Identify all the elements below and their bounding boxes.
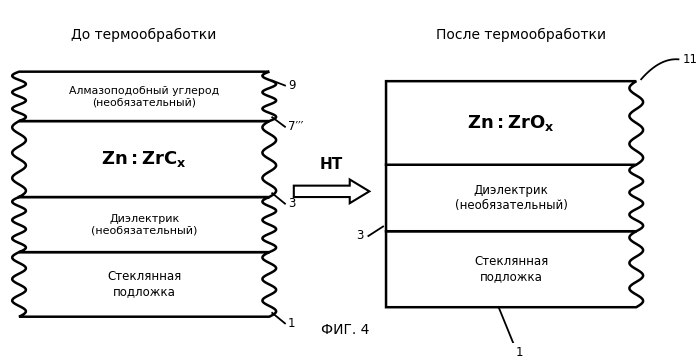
PathPatch shape: [294, 180, 370, 203]
Text: НТ: НТ: [320, 157, 343, 172]
PathPatch shape: [386, 81, 643, 165]
Text: 1: 1: [515, 346, 523, 359]
PathPatch shape: [12, 72, 276, 121]
PathPatch shape: [386, 165, 643, 231]
Text: 3: 3: [356, 229, 363, 242]
Text: 7′′′: 7′′′: [288, 120, 303, 133]
PathPatch shape: [12, 121, 276, 197]
PathPatch shape: [12, 197, 276, 252]
Text: 3: 3: [288, 197, 295, 210]
Text: $\mathbf{Zn{:}ZrC_x}$: $\mathbf{Zn{:}ZrC_x}$: [102, 149, 187, 169]
Text: Диэлектрик
(необязательный): Диэлектрик (необязательный): [91, 214, 197, 235]
Text: Диэлектрик
(необязательный): Диэлектрик (необязательный): [455, 184, 568, 212]
Text: 11: 11: [682, 53, 697, 66]
PathPatch shape: [12, 252, 276, 317]
Text: Алмазоподобный углерод
(необязательный): Алмазоподобный углерод (необязательный): [69, 86, 219, 107]
Text: $\mathbf{Zn{:}ZrO_x}$: $\mathbf{Zn{:}ZrO_x}$: [468, 113, 555, 133]
Text: Стеклянная
подложка: Стеклянная подложка: [474, 255, 548, 283]
Text: Стеклянная
подложка: Стеклянная подложка: [107, 270, 181, 298]
Text: 9: 9: [288, 79, 295, 92]
Text: ФИГ. 4: ФИГ. 4: [321, 323, 369, 337]
Text: После термообработки: После термообработки: [436, 28, 606, 42]
Text: 1: 1: [288, 317, 295, 330]
Text: До термообработки: До термообработки: [71, 28, 217, 42]
PathPatch shape: [386, 231, 643, 307]
